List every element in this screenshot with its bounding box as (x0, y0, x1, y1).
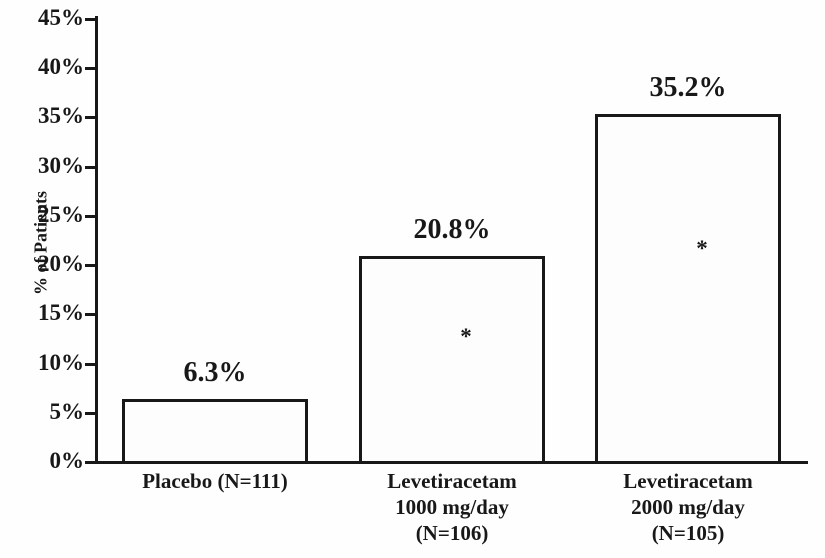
x-category-label: Placebo (N=111) (100, 468, 330, 494)
x-category-label-line: 2000 mg/day (631, 495, 745, 519)
y-tick-mark (85, 313, 96, 317)
y-tick-label: 5% (49, 398, 85, 424)
y-tick-mark (85, 362, 96, 366)
x-category-label-line: Levetiracetam (387, 469, 517, 493)
y-tick-label: 0% (49, 448, 85, 473)
y-axis-line (95, 16, 98, 464)
x-category-label-line: (N=105) (651, 521, 725, 545)
significance-asterisk: * (696, 236, 708, 262)
bar (122, 398, 308, 464)
y-tick-mark (85, 165, 96, 169)
x-category-label: Levetiracetam 1000 mg/day (N=106) (337, 468, 567, 546)
significance-asterisk: * (460, 324, 472, 350)
bar (359, 256, 545, 464)
y-tick-label: 10% (38, 349, 84, 375)
bar-value-label: 20.8% (413, 214, 491, 246)
x-category-label-line: Placebo (N=111) (142, 469, 288, 493)
bar-value-label: 35.2% (649, 72, 727, 104)
y-tick-label: 30% (38, 152, 84, 178)
y-tick-mark (85, 18, 96, 21)
y-tick-label: 35% (38, 103, 84, 129)
bar (595, 114, 781, 464)
x-category-label: Levetiracetam 2000 mg/day (N=105) (573, 468, 803, 546)
y-tick-mark (85, 67, 96, 71)
y-tick-label: 15% (38, 300, 84, 326)
y-tick-label: 25% (38, 201, 84, 227)
y-tick-label: 20% (38, 251, 84, 277)
bar-value-label: 6.3% (183, 356, 247, 388)
x-category-label-line: (N=106) (415, 521, 489, 545)
y-tick-mark (85, 264, 96, 268)
y-tick-mark (85, 411, 96, 415)
y-tick-mark (85, 116, 96, 120)
y-tick-mark (85, 461, 96, 464)
y-tick-mark (85, 214, 96, 218)
x-category-label-line: Levetiracetam (623, 469, 753, 493)
y-tick-label: 40% (38, 54, 84, 80)
y-tick-label: 45% (38, 5, 84, 30)
x-category-label-line: 1000 mg/day (395, 495, 509, 519)
